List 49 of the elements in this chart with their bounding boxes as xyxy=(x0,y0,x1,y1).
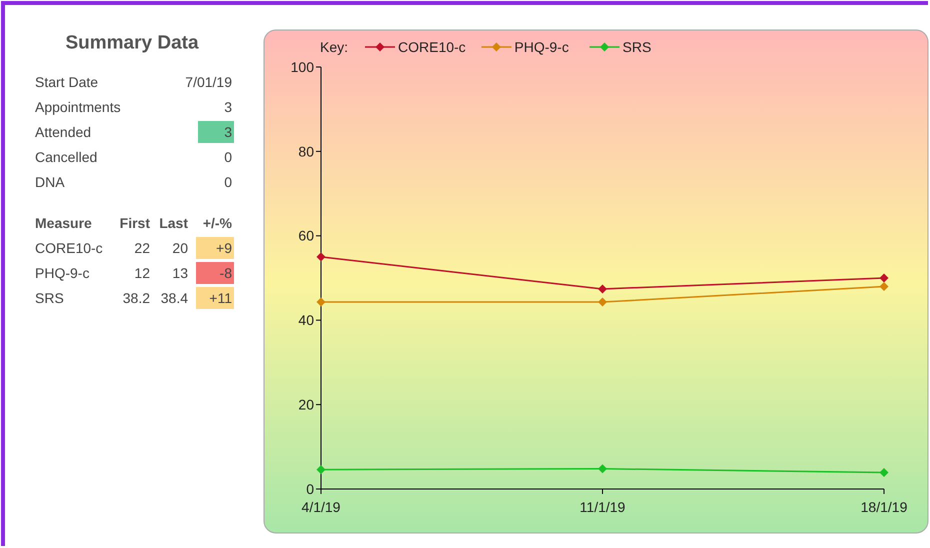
legend-label: CORE10-c xyxy=(398,38,466,55)
text: 20 xyxy=(172,240,188,256)
x-tick-label: 4/1/19 xyxy=(302,498,341,515)
text: Cancelled xyxy=(35,148,98,165)
point xyxy=(316,298,326,307)
text: First xyxy=(120,214,150,231)
text: Measure xyxy=(35,214,92,231)
point xyxy=(880,282,888,291)
x-tick-label: 18/1/19 xyxy=(860,498,908,515)
y-tick-label: 80 xyxy=(298,143,314,160)
text: +11 xyxy=(209,290,232,306)
text: 38.4 xyxy=(160,290,188,306)
y-tick-label: 100 xyxy=(290,58,314,75)
y-tick-label: 0 xyxy=(306,480,314,497)
text: 3 xyxy=(224,98,232,115)
point xyxy=(880,274,888,282)
point xyxy=(598,464,607,474)
text: +/-% xyxy=(202,214,233,231)
text: 12 xyxy=(134,264,150,281)
point xyxy=(316,252,326,262)
text: Start Date xyxy=(35,74,98,90)
legend-label: SRS xyxy=(622,38,652,55)
text: 3 xyxy=(224,124,232,140)
text: 13 xyxy=(172,264,188,281)
text: Appointments xyxy=(35,98,121,115)
text: CORE10-c xyxy=(35,240,103,256)
text: Attended xyxy=(35,124,92,140)
text: -8 xyxy=(220,264,232,281)
point xyxy=(880,468,888,478)
text: 7/01/19 xyxy=(185,74,232,90)
point xyxy=(598,284,607,294)
text: Last xyxy=(159,214,188,231)
point xyxy=(316,465,326,474)
text: PHQ-9-c xyxy=(35,264,90,281)
legend-label: PHQ-9-c xyxy=(514,38,569,55)
y-tick-label: 20 xyxy=(298,396,314,412)
x-tick-label: 11/1/19 xyxy=(580,498,626,515)
text: Summary Data xyxy=(65,32,199,54)
text: 0 xyxy=(224,174,232,190)
point xyxy=(598,298,607,307)
text: 22 xyxy=(134,240,150,256)
y-tick-label: 40 xyxy=(298,312,314,328)
y-tick-label: 60 xyxy=(298,228,314,244)
legend-title: Key: xyxy=(320,38,348,55)
text: 0 xyxy=(224,148,232,165)
text: DNA xyxy=(35,174,66,190)
text: +9 xyxy=(216,240,232,256)
text: SRS xyxy=(35,290,64,306)
text: 38.2 xyxy=(122,290,150,306)
